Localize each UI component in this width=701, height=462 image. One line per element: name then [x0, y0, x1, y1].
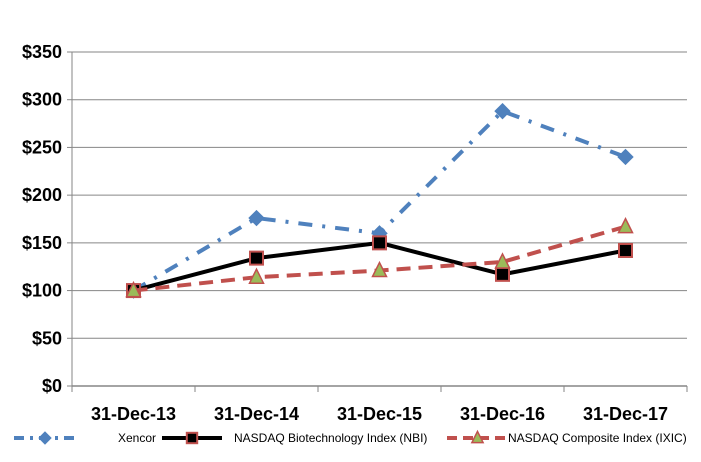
legend-label: NASDAQ Composite Index (IXIC)	[508, 431, 687, 445]
gridlines	[72, 51, 687, 339]
y-tick-label: $50	[32, 328, 62, 348]
data-point	[248, 209, 265, 227]
y-tick-label: $0	[42, 376, 62, 396]
legend-item: NASDAQ Composite Index (IXIC)	[447, 429, 687, 445]
data-point	[495, 266, 510, 282]
y-tick-label: $300	[22, 90, 62, 110]
data-point	[618, 242, 633, 258]
series-group	[125, 102, 634, 299]
data-point	[617, 216, 634, 234]
legend-item: NASDAQ Biotechnology Index (NBI)	[162, 431, 427, 445]
axes	[67, 51, 688, 392]
legend-label: NASDAQ Biotechnology Index (NBI)	[234, 431, 427, 445]
legend-swatch-marker	[38, 431, 52, 445]
legend-label: Xencor	[118, 431, 156, 445]
data-point	[372, 235, 387, 251]
x-tick-label: 31-Dec-14	[214, 404, 299, 424]
y-tick-label: $350	[22, 42, 62, 62]
y-tick-label: $200	[22, 185, 62, 205]
data-point	[371, 260, 388, 278]
x-tick-label: 31-Dec-15	[337, 404, 422, 424]
data-point	[494, 252, 511, 269]
y-tick-label: $250	[22, 137, 62, 157]
y-tick-label: $150	[22, 233, 62, 253]
y-axis-tick-labels: $0 $50 $100 $150 $200 $250 $300 $350	[22, 42, 62, 396]
x-axis-tick-labels: 31-Dec-13 31-Dec-14 31-Dec-15 31-Dec-16 31-D…	[91, 404, 668, 424]
data-point	[248, 267, 265, 284]
series-3	[125, 216, 634, 298]
legend-item: Xencor	[14, 431, 156, 445]
data-point	[494, 102, 511, 120]
x-tick-label: 31-Dec-17	[583, 404, 668, 424]
legend-swatch-marker	[470, 429, 485, 444]
data-point	[617, 148, 634, 166]
y-tick-label: $100	[22, 281, 62, 301]
x-tick-label: 31-Dec-13	[91, 404, 176, 424]
legend-swatch-marker	[185, 431, 199, 445]
data-point	[125, 280, 142, 298]
data-point	[249, 250, 264, 266]
legend: Xencor NASDAQ Biotechnology Index (NBI) NA…	[14, 429, 687, 445]
x-tick-label: 31-Dec-16	[460, 404, 545, 424]
